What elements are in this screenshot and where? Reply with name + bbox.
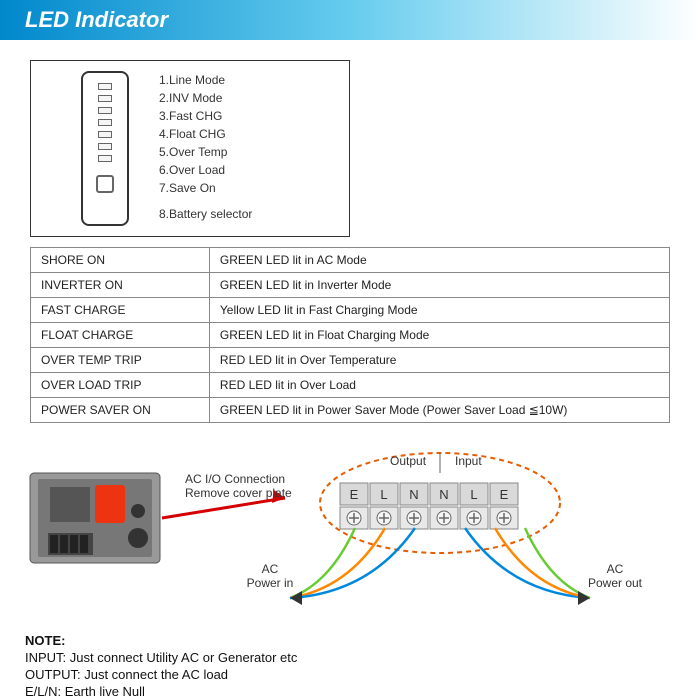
led-table: SHORE ONGREEN LED lit in AC ModeINVERTER…: [30, 247, 670, 423]
status-label: OVER LOAD TRIP: [31, 373, 210, 398]
led-slot: [98, 119, 112, 126]
status-desc: GREEN LED lit in Power Saver Mode (Power…: [209, 398, 669, 423]
status-desc: RED LED lit in Over Load: [209, 373, 669, 398]
status-label: FLOAT CHARGE: [31, 323, 210, 348]
note-title: NOTE:: [25, 633, 675, 648]
led-panel: [81, 71, 129, 226]
top-section: 1.Line Mode2.INV Mode3.Fast CHG4.Float C…: [30, 60, 670, 237]
status-desc: GREEN LED lit in Inverter Mode: [209, 273, 669, 298]
table-row: POWER SAVER ONGREEN LED lit in Power Sav…: [31, 398, 670, 423]
note-line: OUTPUT: Just connect the AC load: [25, 667, 675, 682]
page-title: LED Indicator: [25, 7, 168, 33]
led-slot: [98, 131, 112, 138]
legend-item: 7.Save On: [159, 179, 252, 197]
legend-item: 3.Fast CHG: [159, 107, 252, 125]
legend-item: 4.Float CHG: [159, 125, 252, 143]
svg-text:E: E: [350, 487, 359, 502]
table-row: OVER LOAD TRIPRED LED lit in Over Load: [31, 373, 670, 398]
status-label: OVER TEMP TRIP: [31, 348, 210, 373]
legend-item: 1.Line Mode: [159, 71, 252, 89]
conn-label-1: AC I/O Connection: [185, 472, 285, 486]
led-legend-box: 1.Line Mode2.INV Mode3.Fast CHG4.Float C…: [30, 60, 350, 237]
note-line: INPUT: Just connect Utility AC or Genera…: [25, 650, 675, 665]
svg-text:Output: Output: [390, 454, 427, 468]
table-row: SHORE ONGREEN LED lit in AC Mode: [31, 248, 670, 273]
legend-item: 2.INV Mode: [159, 89, 252, 107]
svg-text:Power out: Power out: [588, 576, 643, 590]
wiring-diagram: AC I/O Connection Remove cover plate E L N…: [20, 443, 680, 623]
table-row: FAST CHARGEYellow LED lit in Fast Chargi…: [31, 298, 670, 323]
led-slot: [98, 107, 112, 114]
led-slot: [98, 155, 112, 162]
table-row: INVERTER ONGREEN LED lit in Inverter Mod…: [31, 273, 670, 298]
svg-text:L: L: [470, 487, 477, 502]
status-label: SHORE ON: [31, 248, 210, 273]
status-desc: RED LED lit in Over Temperature: [209, 348, 669, 373]
legend-item: 5.Over Temp: [159, 143, 252, 161]
svg-text:Input: Input: [455, 454, 482, 468]
conn-label-2: Remove cover plate: [185, 486, 292, 500]
svg-text:L: L: [380, 487, 387, 502]
note-line: E/L/N: Earth live Null: [25, 684, 675, 699]
table-row: FLOAT CHARGEGREEN LED lit in Float Charg…: [31, 323, 670, 348]
table-row: OVER TEMP TRIPRED LED lit in Over Temper…: [31, 348, 670, 373]
status-label: FAST CHARGE: [31, 298, 210, 323]
svg-text:N: N: [409, 487, 418, 502]
svg-text:Power in: Power in: [247, 576, 294, 590]
svg-text:AC: AC: [262, 562, 279, 576]
notes: NOTE: INPUT: Just connect Utility AC or …: [25, 633, 675, 699]
legend-item: 6.Over Load: [159, 161, 252, 179]
led-slot: [98, 143, 112, 150]
legend-list: 1.Line Mode2.INV Mode3.Fast CHG4.Float C…: [159, 71, 252, 226]
status-table: SHORE ONGREEN LED lit in AC ModeINVERTER…: [30, 247, 670, 423]
led-slot: [98, 83, 112, 90]
legend-item: 8.Battery selector: [159, 205, 252, 223]
led-slot: [98, 95, 112, 102]
svg-text:E: E: [500, 487, 509, 502]
status-desc: GREEN LED lit in AC Mode: [209, 248, 669, 273]
header-bar: LED Indicator: [0, 0, 700, 40]
svg-text:AC: AC: [607, 562, 624, 576]
status-label: INVERTER ON: [31, 273, 210, 298]
status-label: POWER SAVER ON: [31, 398, 210, 423]
battery-selector-button: [96, 175, 114, 193]
svg-text:N: N: [439, 487, 448, 502]
status-desc: GREEN LED lit in Float Charging Mode: [209, 323, 669, 348]
status-desc: Yellow LED lit in Fast Charging Mode: [209, 298, 669, 323]
